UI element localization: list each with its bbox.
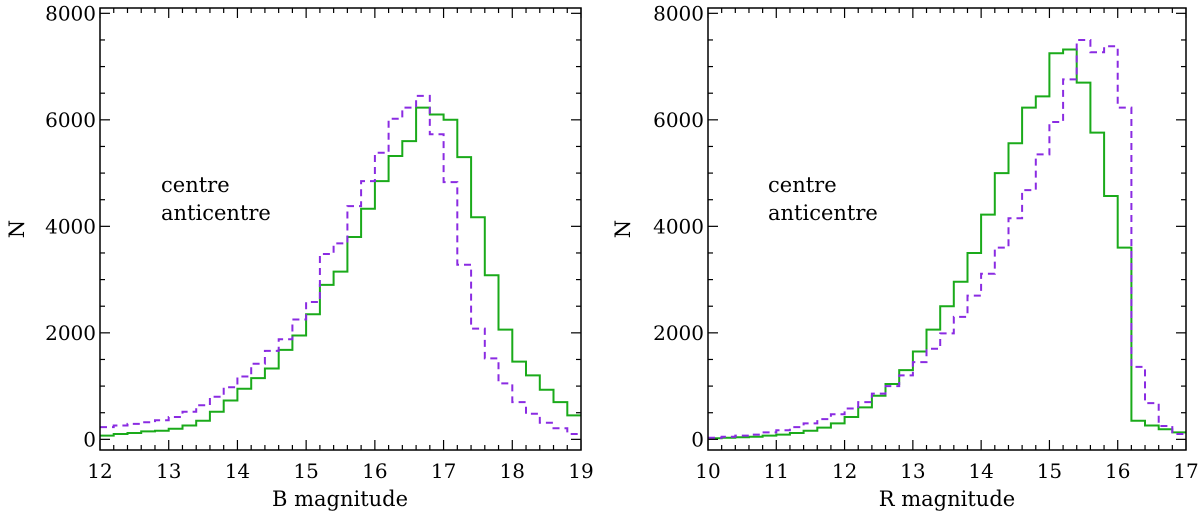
r-y-axis-title: N — [611, 220, 635, 238]
b-x-tick-label: 16 — [362, 459, 387, 483]
b-x-tick-label: 17 — [431, 459, 456, 483]
r-histogram-lines — [708, 39, 1186, 440]
b-x-tick-label: 12 — [87, 459, 112, 483]
b-y-tick-label: 8000 — [45, 1, 96, 25]
b-y-tick-label: 0 — [83, 427, 96, 451]
panel-b-magnitude: 12 13 14 15 16 17 18 19 0 2000 4000 6000 8000 B magn… — [5, 1, 594, 511]
r-y-tick-label: 6000 — [653, 108, 704, 132]
b-plot-frame — [99, 7, 582, 451]
r-y-tick-label: 0 — [691, 427, 704, 451]
b-axis-ticks — [99, 8, 582, 450]
b-x-tick-label: 14 — [225, 459, 250, 483]
b-legend-anticentre: anticentre — [161, 201, 271, 225]
r-tick-labels: 10 11 12 13 14 15 16 17 0 2000 4000 6000 8000 — [653, 1, 1199, 483]
r-x-tick-label: 17 — [1173, 459, 1198, 483]
r-y-tick-label: 2000 — [653, 321, 704, 345]
b-tick-labels: 12 13 14 15 16 17 18 19 0 2000 4000 6000 8000 — [45, 1, 594, 483]
r-x-tick-label: 15 — [1037, 459, 1062, 483]
r-series-anticentre — [708, 39, 1186, 439]
b-x-tick-label: 19 — [568, 459, 593, 483]
r-axis-ticks — [707, 8, 1187, 450]
r-x-tick-label: 14 — [968, 459, 993, 483]
b-x-tick-label: 15 — [293, 459, 318, 483]
b-y-tick-label: 4000 — [45, 214, 96, 238]
b-x-tick-label: 13 — [156, 459, 181, 483]
b-x-axis-title: B magnitude — [272, 487, 408, 511]
r-x-axis-title: R magnitude — [879, 487, 1015, 511]
r-series-centre — [708, 48, 1186, 440]
r-y-tick-label: 8000 — [653, 1, 704, 25]
panel-r-magnitude: 10 11 12 13 14 15 16 17 0 2000 4000 6000 8000 R magn… — [611, 1, 1199, 511]
b-legend-centre: centre — [161, 173, 230, 197]
b-x-tick-label: 18 — [500, 459, 525, 483]
b-histogram-lines — [100, 94, 581, 437]
r-legend-centre: centre — [768, 173, 837, 197]
r-x-tick-label: 16 — [1105, 459, 1130, 483]
b-series-centre — [100, 106, 581, 437]
b-y-axis-title: N — [5, 220, 29, 238]
r-y-tick-label: 4000 — [653, 214, 704, 238]
r-x-tick-label: 10 — [695, 459, 720, 483]
r-x-tick-label: 12 — [832, 459, 857, 483]
r-x-tick-label: 11 — [764, 459, 789, 483]
b-y-tick-label: 2000 — [45, 321, 96, 345]
r-x-tick-label: 13 — [900, 459, 925, 483]
r-plot-frame — [707, 7, 1187, 451]
r-legend-anticentre: anticentre — [768, 201, 878, 225]
b-series-anticentre — [100, 94, 581, 435]
b-y-tick-label: 6000 — [45, 108, 96, 132]
